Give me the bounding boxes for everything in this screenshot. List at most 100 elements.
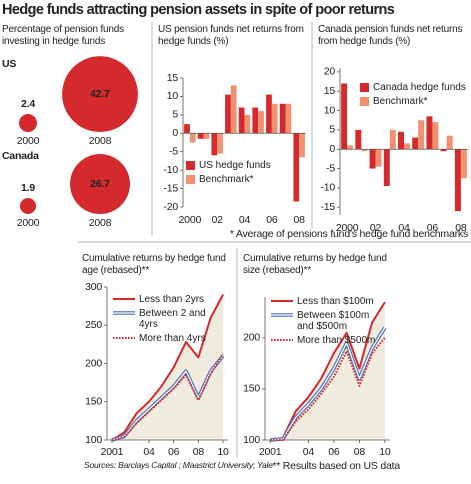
bar xyxy=(238,107,245,134)
bar xyxy=(230,85,237,134)
legend-label: Less than $100m xyxy=(297,296,374,307)
y-tick-label: 10 xyxy=(167,90,179,102)
x-tick-label: 2001 xyxy=(101,446,124,458)
y-tick-label: -15 xyxy=(320,201,335,213)
x-tick-label: 06 xyxy=(266,214,278,226)
bubble xyxy=(20,198,36,214)
bar xyxy=(426,116,433,150)
bar xyxy=(217,133,223,154)
legend-label: Between 2 and 4yrs xyxy=(139,308,206,330)
bar xyxy=(279,103,286,134)
bar xyxy=(203,133,210,139)
y-tick-label: 15 xyxy=(324,85,336,97)
footnote: * Average of pensions fund's hedge fund … xyxy=(230,228,468,240)
legend-swatch xyxy=(186,161,195,170)
bar xyxy=(454,149,461,212)
legend-item: More than $500m xyxy=(270,335,380,346)
legend-symbol xyxy=(113,298,135,300)
legend-item: Canada hedge funds xyxy=(360,82,470,93)
y-tick-label: 200 xyxy=(85,357,102,369)
bar xyxy=(375,149,382,167)
bar xyxy=(189,133,196,143)
legend-label: US hedge funds xyxy=(199,160,271,171)
y-tick-label: 10 xyxy=(324,104,336,116)
x-tick-label: 04 xyxy=(303,446,315,458)
x-tick-label: 2000 xyxy=(336,222,359,234)
bar xyxy=(244,114,251,134)
footnote: ** Results based on US data xyxy=(272,460,400,472)
bubble xyxy=(19,114,37,132)
x-tick-label: 08 xyxy=(455,222,467,234)
bar xyxy=(369,149,376,169)
legend-label: Less than 2yrs xyxy=(139,294,205,305)
x-tick-label: 06 xyxy=(168,446,180,458)
bubble xyxy=(70,154,130,214)
chart-title: Cumulative returns by hedge fund size (r… xyxy=(243,253,387,276)
area xyxy=(111,294,224,440)
bar xyxy=(341,83,348,150)
x-tick-label: 10 xyxy=(217,446,229,458)
x-tick-label: 10 xyxy=(379,446,391,458)
legend-label: Benchmark* xyxy=(373,96,428,107)
series-line xyxy=(270,337,386,441)
legend-symbol xyxy=(113,311,135,315)
legend-item: Between $100m and $500m xyxy=(270,310,380,332)
y-tick-label: 100 xyxy=(243,434,260,446)
bar xyxy=(347,145,354,150)
chart-title: Percentage of pension funds investing in… xyxy=(2,24,124,47)
legend-item: Benchmark* xyxy=(360,96,470,107)
legend-swatch xyxy=(360,97,369,106)
y-tick-label: 20 xyxy=(324,66,336,78)
y-tick-label: 200 xyxy=(243,332,260,344)
y-tick-label: -10 xyxy=(320,182,335,194)
series-line xyxy=(269,301,386,441)
bar xyxy=(299,133,305,158)
bar xyxy=(432,122,439,150)
y-tick-label: -5 xyxy=(326,162,335,174)
bar xyxy=(383,149,390,186)
bubble xyxy=(62,56,138,132)
chart-title: Cumulative returns by hedge fund age (re… xyxy=(82,253,226,276)
legend: Less than 2yrs Between 2 and 4yrs More tha… xyxy=(112,294,227,347)
series-line xyxy=(270,327,386,441)
legend-label: More than $500m xyxy=(297,335,376,346)
x-tick-label: 08 xyxy=(354,446,366,458)
bar xyxy=(412,137,419,150)
legend-symbol xyxy=(360,97,369,106)
legend-item: Between 2 and 4yrs xyxy=(112,308,227,330)
bar xyxy=(258,111,264,134)
legend-symbol xyxy=(186,161,195,170)
bar xyxy=(211,133,218,156)
area xyxy=(270,302,385,440)
x-tick-label: 2000 xyxy=(179,214,202,226)
category-label: 2000 xyxy=(17,217,40,229)
x-tick-label: 08 xyxy=(193,446,205,458)
bar xyxy=(398,131,404,150)
value-label: 26.7 xyxy=(90,178,110,190)
bar xyxy=(293,133,300,202)
y-tick-label: 5 xyxy=(172,109,178,121)
value-label: 42.7 xyxy=(90,88,110,100)
legend-label: More than 4yrs xyxy=(139,333,206,344)
y-tick-label: 15 xyxy=(167,72,179,84)
legend-symbol xyxy=(271,339,293,341)
bar xyxy=(440,149,447,152)
bar xyxy=(266,94,272,134)
y-tick-label: -5 xyxy=(169,145,178,157)
category-label: 2008 xyxy=(89,135,112,147)
bar xyxy=(355,129,362,150)
y-tick-label: -20 xyxy=(163,201,178,213)
chart-title: US pension funds net returns from hedge … xyxy=(158,24,304,47)
bar xyxy=(361,149,368,152)
legend-symbol xyxy=(360,83,369,92)
bar xyxy=(271,103,278,134)
x-tick-label: 08 xyxy=(294,214,306,226)
category-label: 2008 xyxy=(89,217,112,229)
legend-item: Benchmark* xyxy=(186,174,306,185)
legend-swatch xyxy=(186,175,195,184)
x-tick-label: 06 xyxy=(427,222,439,234)
legend: Less than $100m Between $100m and $500m Mo… xyxy=(270,296,380,349)
category-label: 2000 xyxy=(17,135,40,147)
